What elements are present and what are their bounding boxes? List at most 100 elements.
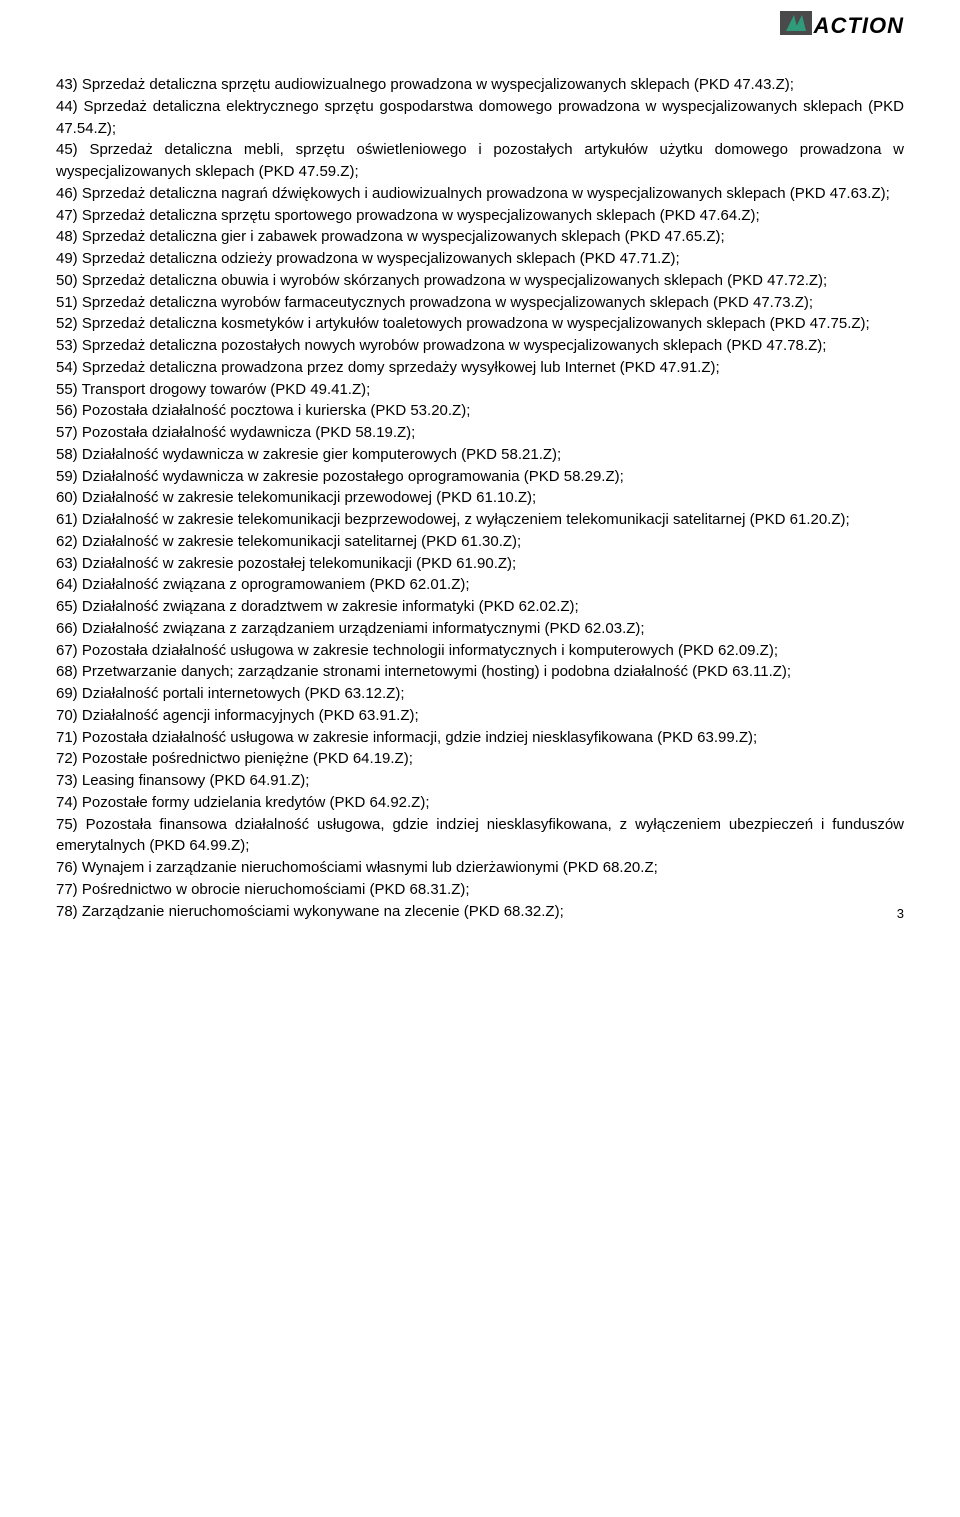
list-item-text: Sprzedaż detaliczna obuwia i wyrobów skó…	[82, 272, 827, 289]
list-item-number: 68)	[56, 663, 82, 680]
list-item-text: Działalność agencji informacyjnych (PKD …	[82, 707, 419, 724]
list-item: 67) Pozostała działalność usługowa w zak…	[56, 640, 904, 662]
list-item-number: 55)	[56, 381, 82, 398]
list-item-number: 72)	[56, 750, 82, 767]
list-item-number: 62)	[56, 533, 82, 550]
list-item-number: 57)	[56, 424, 82, 441]
list-item: 53) Sprzedaż detaliczna pozostałych nowy…	[56, 335, 904, 357]
list-item-text: Pozostała działalność wydawnicza (PKD 58…	[82, 424, 416, 441]
list-item-text: Pozostała działalność usługowa w zakresi…	[82, 642, 778, 659]
list-item-number: 48)	[56, 228, 82, 245]
list-item-text: Leasing finansowy (PKD 64.91.Z);	[82, 772, 310, 789]
list-item: 58) Działalność wydawnicza w zakresie gi…	[56, 444, 904, 466]
list-item-text: Działalność w zakresie telekomunikacji b…	[82, 511, 850, 528]
list-item-number: 53)	[56, 337, 82, 354]
list-item: 56) Pozostała działalność pocztowa i kur…	[56, 400, 904, 422]
list-item: 54) Sprzedaż detaliczna prowadzona przez…	[56, 357, 904, 379]
list-item: 51) Sprzedaż detaliczna wyrobów farmaceu…	[56, 292, 904, 314]
list-item: 52) Sprzedaż detaliczna kosmetyków i art…	[56, 313, 904, 335]
list-item-text: Sprzedaż detaliczna sprzętu audiowizualn…	[82, 76, 794, 93]
list-item: 49) Sprzedaż detaliczna odzieży prowadzo…	[56, 248, 904, 270]
list-item: 59) Działalność wydawnicza w zakresie po…	[56, 466, 904, 488]
list-item: 55) Transport drogowy towarów (PKD 49.41…	[56, 379, 904, 401]
list-item-text: Sprzedaż detaliczna kosmetyków i artykuł…	[82, 315, 870, 332]
list-item-number: 59)	[56, 468, 82, 485]
list-item: 72) Pozostałe pośrednictwo pieniężne (PK…	[56, 748, 904, 770]
list-item-text: Pozostała działalność usługowa w zakresi…	[82, 729, 757, 746]
list-item-text: Działalność w zakresie telekomunikacji s…	[82, 533, 521, 550]
list-item: 64) Działalność związana z oprogramowani…	[56, 574, 904, 596]
list-item: 73) Leasing finansowy (PKD 64.91.Z);	[56, 770, 904, 792]
list-item-number: 43)	[56, 76, 82, 93]
list-item-number: 65)	[56, 598, 82, 615]
list-item-number: 67)	[56, 642, 82, 659]
list-item-number: 77)	[56, 881, 82, 898]
list-item-text: Działalność wydawnicza w zakresie gier k…	[82, 446, 561, 463]
list-item-text: Pozostała finansowa działalność usługowa…	[56, 816, 904, 855]
list-item-number: 70)	[56, 707, 82, 724]
list-item: 46) Sprzedaż detaliczna nagrań dźwiękowy…	[56, 183, 904, 205]
list-item-text: Sprzedaż detaliczna nagrań dźwiękowych i…	[82, 185, 890, 202]
document-body: 43) Sprzedaż detaliczna sprzętu audiowiz…	[56, 74, 904, 922]
list-item-text: Pozostałe formy udzielania kredytów (PKD…	[82, 794, 430, 811]
list-item-number: 76)	[56, 859, 82, 876]
list-item-text: Działalność wydawnicza w zakresie pozost…	[82, 468, 624, 485]
list-item: 65) Działalność związana z doradztwem w …	[56, 596, 904, 618]
list-item-text: Działalność związana z oprogramowaniem (…	[82, 576, 470, 593]
list-item-number: 73)	[56, 772, 82, 789]
list-item-text: Sprzedaż detaliczna wyrobów farmaceutycz…	[82, 294, 813, 311]
list-item-number: 47)	[56, 207, 82, 224]
list-item: 48) Sprzedaż detaliczna gier i zabawek p…	[56, 226, 904, 248]
list-item: 62) Działalność w zakresie telekomunikac…	[56, 531, 904, 553]
list-item: 47) Sprzedaż detaliczna sprzętu sportowe…	[56, 205, 904, 227]
list-item-text: Działalność związana z zarządzaniem urzą…	[82, 620, 645, 637]
list-item-number: 56)	[56, 402, 82, 419]
list-item-number: 74)	[56, 794, 82, 811]
list-item-number: 58)	[56, 446, 82, 463]
list-item-number: 44)	[56, 98, 84, 115]
list-item-text: Wynajem i zarządzanie nieruchomościami w…	[82, 859, 658, 876]
list-item-number: 45)	[56, 141, 89, 158]
list-item-text: Sprzedaż detaliczna prowadzona przez dom…	[82, 359, 720, 376]
list-item: 44) Sprzedaż detaliczna elektrycznego sp…	[56, 96, 904, 140]
list-item-number: 52)	[56, 315, 82, 332]
list-item-text: Sprzedaż detaliczna sprzętu sportowego p…	[82, 207, 760, 224]
logo-text: ACTION	[814, 10, 904, 42]
list-item-text: Zarządzanie nieruchomościami wykonywane …	[82, 903, 564, 920]
list-item-number: 63)	[56, 555, 82, 572]
list-item-number: 51)	[56, 294, 82, 311]
list-item-number: 46)	[56, 185, 82, 202]
list-item-number: 71)	[56, 729, 82, 746]
list-item: 63) Działalność w zakresie pozostałej te…	[56, 553, 904, 575]
list-item-number: 78)	[56, 903, 82, 920]
list-item: 70) Działalność agencji informacyjnych (…	[56, 705, 904, 727]
list-item-number: 49)	[56, 250, 82, 267]
list-item-text: Przetwarzanie danych; zarządzanie strona…	[82, 663, 791, 680]
list-item-text: Działalność portali internetowych (PKD 6…	[82, 685, 405, 702]
list-item: 68) Przetwarzanie danych; zarządzanie st…	[56, 661, 904, 683]
list-item: 60) Działalność w zakresie telekomunikac…	[56, 487, 904, 509]
list-item-number: 54)	[56, 359, 82, 376]
list-item: 43) Sprzedaż detaliczna sprzętu audiowiz…	[56, 74, 904, 96]
list-item: 74) Pozostałe formy udzielania kredytów …	[56, 792, 904, 814]
list-item-text: Sprzedaż detaliczna elektrycznego sprzęt…	[56, 98, 904, 137]
list-item-number: 61)	[56, 511, 82, 528]
list-item-text: Działalność w zakresie pozostałej teleko…	[82, 555, 516, 572]
list-item: 66) Działalność związana z zarządzaniem …	[56, 618, 904, 640]
list-item-text: Pośrednictwo w obrocie nieruchomościami …	[82, 881, 470, 898]
list-item-number: 75)	[56, 816, 86, 833]
list-item-number: 50)	[56, 272, 82, 289]
list-item: 61) Działalność w zakresie telekomunikac…	[56, 509, 904, 531]
list-item-text: Pozostała działalność pocztowa i kuriers…	[82, 402, 471, 419]
list-item: 69) Działalność portali internetowych (P…	[56, 683, 904, 705]
list-item-text: Działalność w zakresie telekomunikacji p…	[82, 489, 536, 506]
list-item: 50) Sprzedaż detaliczna obuwia i wyrobów…	[56, 270, 904, 292]
list-item: 45) Sprzedaż detaliczna mebli, sprzętu o…	[56, 139, 904, 183]
brand-logo: ACTION	[780, 10, 904, 42]
list-item: 71) Pozostała działalność usługowa w zak…	[56, 727, 904, 749]
list-item-text: Sprzedaż detaliczna odzieży prowadzona w…	[82, 250, 680, 267]
list-item-text: Transport drogowy towarów (PKD 49.41.Z);	[82, 381, 371, 398]
logo-mark	[780, 11, 812, 42]
list-item-number: 66)	[56, 620, 82, 637]
list-item: 76) Wynajem i zarządzanie nieruchomościa…	[56, 857, 904, 879]
